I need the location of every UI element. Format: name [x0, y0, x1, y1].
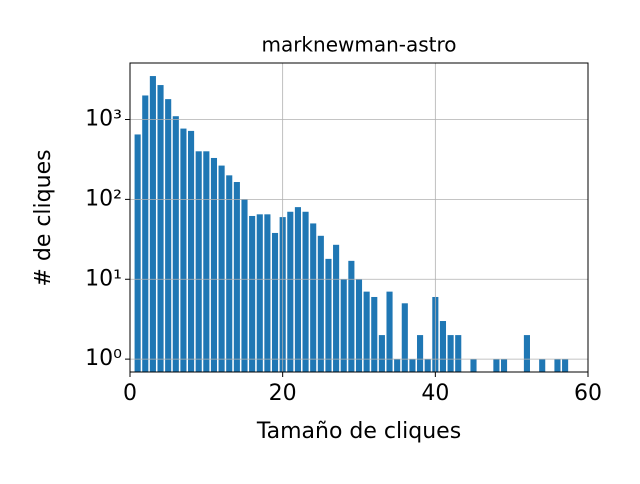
bar	[218, 165, 225, 372]
chart-title: marknewman-astro	[261, 33, 456, 57]
bar	[241, 199, 248, 372]
bar	[378, 335, 385, 372]
bar	[386, 291, 393, 372]
bar	[233, 182, 240, 372]
bar	[149, 76, 156, 372]
y-axis-label: # de cliques	[31, 149, 56, 286]
bar	[401, 303, 408, 372]
bar	[226, 175, 233, 372]
bar	[455, 335, 462, 372]
bar	[500, 359, 508, 372]
y-tick-label: 10¹	[85, 266, 122, 291]
bar	[165, 99, 172, 373]
y-tick-label: 10⁰	[85, 346, 122, 371]
plot-frame	[129, 62, 589, 373]
bar	[142, 95, 149, 372]
bar	[203, 151, 210, 372]
bar	[523, 335, 530, 372]
bar	[470, 359, 477, 372]
bar	[256, 214, 263, 372]
bar	[195, 151, 202, 372]
bar	[355, 279, 363, 372]
y-tick-label: 10³	[85, 107, 122, 132]
bar	[340, 279, 347, 372]
bar	[562, 359, 569, 372]
bar	[325, 258, 332, 372]
bar	[447, 335, 454, 372]
bar	[188, 130, 195, 372]
x-tick-label: 20	[269, 381, 297, 406]
bar	[417, 335, 424, 372]
bar	[371, 296, 378, 372]
bar	[134, 134, 141, 372]
bar	[409, 359, 416, 372]
bar	[310, 223, 317, 372]
y-tick-label: 10²	[85, 186, 122, 211]
x-tick-label: 40	[421, 381, 449, 406]
bar	[294, 207, 301, 372]
bar	[264, 214, 271, 372]
bar	[157, 85, 164, 373]
bar	[439, 321, 447, 372]
bar	[302, 211, 309, 372]
x-tick-label: 0	[123, 381, 137, 406]
bar	[363, 291, 370, 372]
bar	[210, 157, 218, 372]
bar	[424, 359, 431, 372]
bar	[539, 359, 546, 372]
bar	[554, 359, 561, 372]
bar	[333, 244, 340, 372]
bar	[271, 232, 279, 372]
bar	[249, 215, 256, 372]
x-axis-label: Tamaño de cliques	[256, 419, 461, 444]
bar	[287, 211, 294, 372]
bar	[317, 235, 324, 372]
bar	[394, 359, 401, 372]
bar	[172, 116, 179, 372]
x-tick-label: 60	[574, 381, 602, 406]
bar	[180, 128, 187, 372]
bar	[348, 260, 355, 372]
bar	[493, 359, 500, 372]
